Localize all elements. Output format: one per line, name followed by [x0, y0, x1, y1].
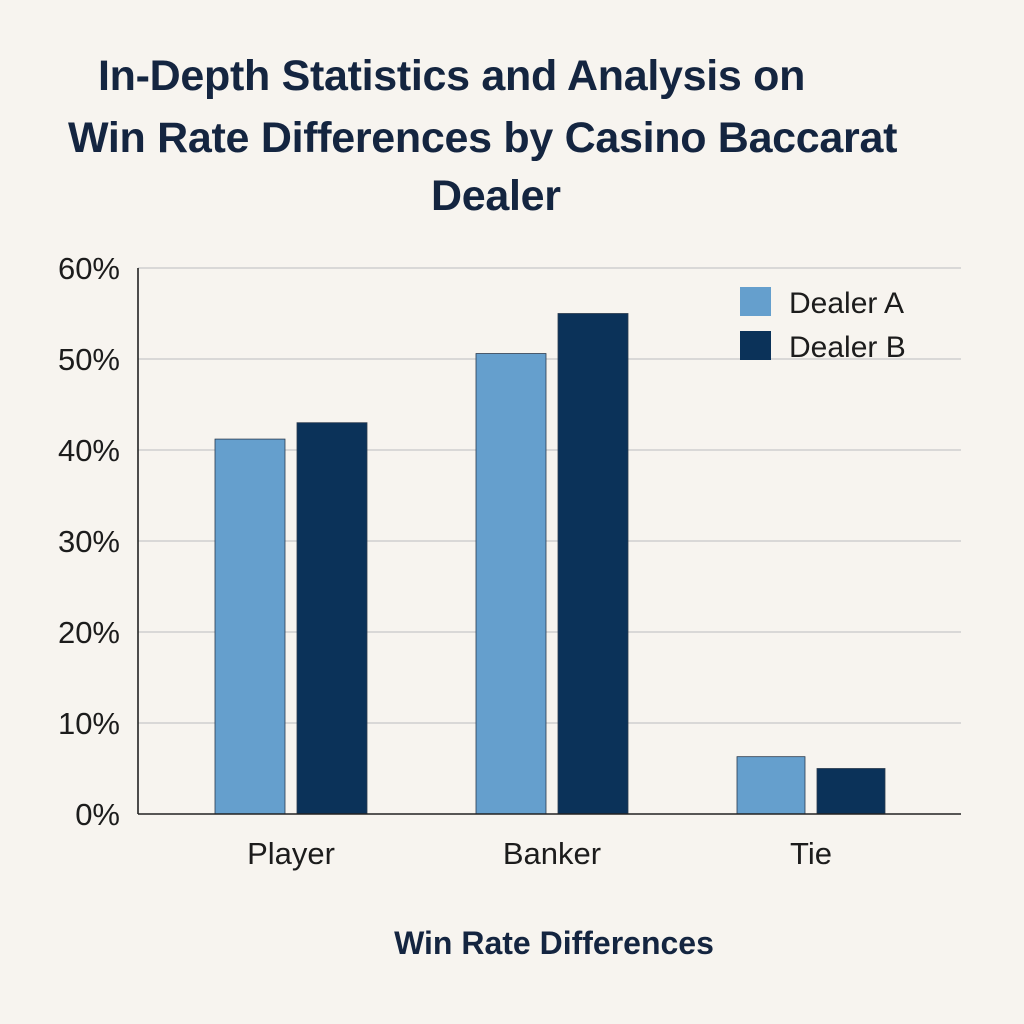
chart-title-line-2: Win Rate Differences by Casino Baccarat — [68, 114, 898, 162]
x-tick-labels: Player Banker Tie — [247, 836, 832, 871]
bar-player-dealer-b — [296, 422, 368, 815]
legend-swatch — [740, 331, 771, 360]
legend: Dealer A Dealer B — [740, 287, 906, 364]
y-tick-label: 20% — [58, 615, 120, 650]
y-tick-labels: 0% 10% 20% 30% 40% 50% 60% — [58, 251, 120, 832]
bar-banker-dealer-b — [557, 313, 629, 815]
legend-label: Dealer A — [789, 287, 904, 320]
legend-label: Dealer B — [789, 331, 906, 364]
y-tick-label: 60% — [58, 251, 120, 286]
bars — [214, 313, 886, 815]
bar-banker-dealer-a — [475, 353, 547, 815]
y-tick-label: 30% — [58, 524, 120, 559]
y-tick-label: 50% — [58, 342, 120, 377]
bar-tie-dealer-b — [816, 768, 886, 815]
y-tick-label: 10% — [58, 706, 120, 741]
chart-title-line-3: Dealer — [431, 172, 561, 220]
axes — [137, 268, 961, 815]
bar-tie-dealer-a — [736, 756, 806, 815]
bar-player-dealer-a — [214, 438, 286, 815]
x-tick-label: Banker — [503, 836, 601, 871]
x-tick-label: Player — [247, 836, 335, 871]
y-tick-label: 0% — [75, 797, 120, 832]
legend-swatch — [740, 287, 771, 316]
x-tick-label: Tie — [790, 836, 832, 871]
chart-title-line-1: In-Depth Statistics and Analysis on — [98, 52, 806, 100]
x-axis-label: Win Rate Differences — [394, 925, 714, 961]
y-tick-label: 40% — [58, 433, 120, 468]
